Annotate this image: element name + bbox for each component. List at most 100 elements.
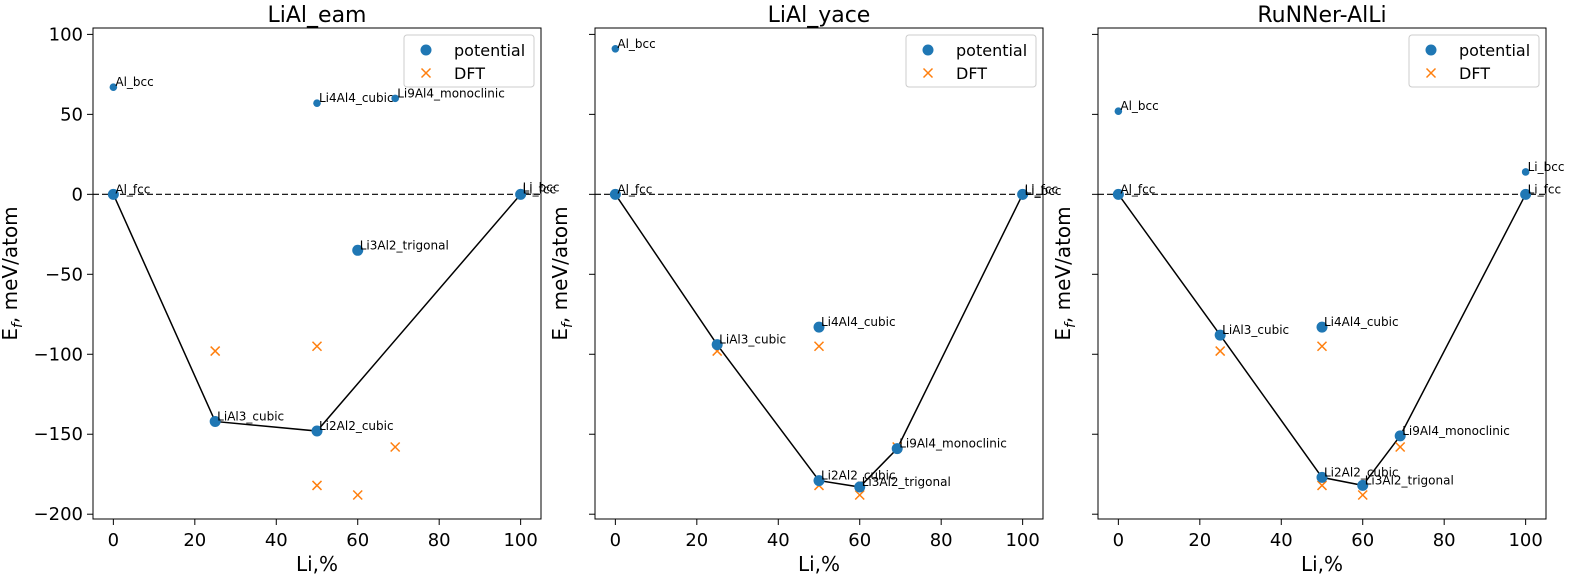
point-label: Li9Al4_monoclinic <box>1402 424 1510 438</box>
potential-point <box>391 94 399 103</box>
point-label: Li2Al2_cubic <box>1324 465 1399 479</box>
plot-frame <box>594 27 1044 520</box>
x-axis-label: Li,% <box>1301 552 1343 576</box>
point-label: Li4Al4_cubic <box>1324 315 1399 329</box>
potential-point <box>1114 107 1123 115</box>
x-tick-label: 0 <box>1113 530 1124 551</box>
chart-panel-1: LiAl_eam 0 20 40 60 80 100 −200 −150 −100 −50 0 50 10… <box>0 3 559 576</box>
legend: potential DFT <box>403 34 535 88</box>
point-label: Li3Al2_trigonal <box>360 238 449 252</box>
potential-point <box>711 339 723 351</box>
dft-point <box>1215 346 1226 357</box>
convex-hull-line <box>112 193 522 432</box>
potential-point <box>1018 192 1027 200</box>
legend-dft-label: DFT <box>454 64 485 83</box>
dft-cross-stroke <box>1316 341 1328 352</box>
dft-point <box>854 489 865 501</box>
x-tick-label: 0 <box>108 530 119 551</box>
x-tick-label: 40 <box>767 530 790 551</box>
convex-hull-line <box>1117 193 1527 487</box>
dft-cross-stroke <box>1215 346 1226 357</box>
dft-cross-stroke <box>311 480 323 491</box>
legend-potential-marker <box>420 44 432 56</box>
point-label: LiAl3_cubic <box>1222 323 1289 337</box>
potential-point <box>1521 168 1530 176</box>
x-tick-label: 20 <box>183 530 206 551</box>
legend-dft-marker <box>420 67 432 79</box>
dft-point <box>210 346 221 357</box>
potential-point <box>311 425 323 437</box>
y-tick-label: 50 <box>60 104 83 125</box>
dft-cross-stroke <box>390 441 401 453</box>
y-tick-label: −200 <box>34 504 83 525</box>
y-tick-label: −50 <box>45 264 83 285</box>
dft-cross-stroke <box>813 341 825 352</box>
potential-point <box>352 244 364 256</box>
point-label: Li4Al4_cubic <box>821 315 896 329</box>
dft-point <box>1357 489 1368 501</box>
potential-point <box>1316 471 1328 483</box>
point-label: Al_bcc <box>115 75 153 89</box>
point-label: Li2Al2_cubic <box>821 469 896 483</box>
point-label: Li_fcc <box>1025 182 1058 196</box>
legend-box <box>905 34 1037 88</box>
dft-point <box>1316 341 1328 352</box>
x-tick-label: 100 <box>1508 530 1542 551</box>
potential-point <box>209 415 221 427</box>
y-axis-label: Ef, meV/atom <box>1051 206 1079 340</box>
point-label: Al_fcc <box>617 182 652 196</box>
dft-cross-stroke <box>352 489 363 501</box>
potential-point <box>107 188 119 200</box>
chart-panels: LiAl_eam 0 20 40 60 80 100 −200 −150 −100 −50 0 50 10… <box>0 3 1564 576</box>
chart-panel-3: RuNNer-AlLi 0 20 40 60 80 100 Li,% Ef, meV/atom A… <box>1051 3 1564 576</box>
point-label: Al_fcc <box>115 182 150 196</box>
legend-dft-label: DFT <box>956 64 987 83</box>
plot-frame <box>92 27 542 520</box>
legend-dft-marker <box>922 67 934 79</box>
potential-point <box>854 481 866 493</box>
dft-point <box>1316 480 1328 491</box>
potential-point <box>611 44 620 53</box>
legend-potential-label: potential <box>956 41 1027 60</box>
y-axis-label: Ef, meV/atom <box>0 206 26 340</box>
potential-point <box>313 99 321 107</box>
x-tick-label: 80 <box>930 530 953 551</box>
potential-point <box>1112 188 1124 200</box>
x-axis-label: Li,% <box>798 552 840 576</box>
potential-point <box>1357 479 1369 491</box>
dft-point <box>311 480 323 491</box>
chart-title: LiAl_yace <box>768 3 871 28</box>
point-label: Li9Al4_monoclinic <box>899 437 1007 451</box>
potential-point <box>515 188 527 200</box>
point-label: LiAl3_cubic <box>719 333 786 347</box>
x-axis-label: Li,% <box>296 552 338 576</box>
point-label: Li4Al4_cubic <box>319 91 394 105</box>
dft-point <box>1395 441 1406 453</box>
legend-dft-label: DFT <box>1459 64 1490 83</box>
potential-point <box>1316 321 1328 333</box>
dft-point <box>813 341 825 352</box>
legend-dft-marker <box>1425 67 1437 79</box>
point-label: Li3Al2_trigonal <box>862 475 951 489</box>
legend-box <box>1408 34 1540 88</box>
potential-point <box>813 321 825 333</box>
point-label: Al_bcc <box>617 37 655 51</box>
potential-point <box>891 443 903 455</box>
dft-point <box>390 441 401 453</box>
x-tick-label: 60 <box>848 530 871 551</box>
potential-point <box>609 188 621 200</box>
x-tick-label: 100 <box>1005 530 1039 551</box>
legend-potential-marker <box>1425 44 1437 56</box>
dft-cross-stroke <box>210 346 221 357</box>
dft-cross-stroke <box>1357 489 1368 501</box>
x-tick-label: 60 <box>346 530 369 551</box>
y-tick-label: −100 <box>34 344 83 365</box>
potential-point <box>1520 188 1532 200</box>
x-tick-label: 20 <box>1188 530 1211 551</box>
potential-point <box>1394 430 1406 442</box>
y-tick-label: 0 <box>72 184 83 205</box>
chart-title: RuNNer-AlLi <box>1257 3 1386 28</box>
dft-cross-stroke <box>1316 480 1328 491</box>
x-tick-label: 20 <box>685 530 708 551</box>
point-label: LiAl3_cubic <box>217 409 284 423</box>
